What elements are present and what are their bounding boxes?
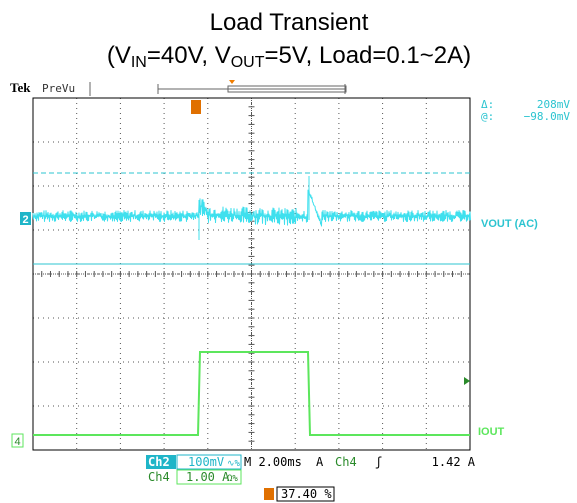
- ch4-status: Ch4: [148, 470, 170, 484]
- ch2-trace: [32, 189, 471, 227]
- record-window: [227, 85, 347, 93]
- title: Load Transient: [210, 9, 369, 36]
- ch2-status: Ch2: [148, 455, 170, 469]
- trigger-level-marker: [464, 377, 470, 385]
- ch4-marker-bg: [11, 433, 24, 448]
- subtitle-sub: IN: [131, 54, 147, 71]
- trigger-channel: Ch4: [335, 455, 357, 469]
- graticule: [32, 97, 470, 450]
- position-icon: [264, 488, 274, 500]
- trigger-pos-marker: [229, 80, 235, 84]
- ch4-scale-box: [176, 469, 242, 485]
- delta-value: 208mV: [537, 98, 570, 111]
- brand: Tek: [10, 80, 31, 95]
- ch2-waveform: [32, 176, 471, 240]
- trigger-slope: ʃ: [375, 455, 382, 469]
- trigger-marker: [191, 100, 201, 114]
- graticule-border: [32, 97, 471, 451]
- ch2-coupling: ∿%: [227, 459, 241, 469]
- ch4-scale: 1.00 A: [186, 470, 230, 484]
- ch4-coupling: Ω%: [227, 474, 238, 484]
- ch2-badge: [146, 455, 176, 469]
- subtitle: (VIN=40V, VOUT=5V, Load=0.1~2A): [107, 42, 471, 71]
- mode: PreVu: [42, 82, 75, 95]
- subtitle-part: =40V, V: [147, 42, 231, 69]
- ch2-scale-box: [176, 454, 242, 470]
- subtitle-part: =5V, Load=0.1~2A): [265, 42, 472, 69]
- ch2-marker-bg: [20, 212, 31, 225]
- ch2-label: VOUT (AC): [481, 218, 538, 230]
- ch2-marker: 2: [22, 214, 28, 226]
- delta-label: Δ:: [481, 98, 494, 111]
- ch4-waveform: [33, 351, 470, 436]
- trigger-level: 1.42 A: [432, 455, 476, 469]
- ch4-marker: 4: [14, 436, 20, 448]
- timebase: M 2.00ms: [244, 455, 302, 469]
- ch2-scale: 100mV: [188, 455, 224, 469]
- position: 37.40 %: [281, 487, 332, 501]
- trigger-mode: A: [316, 455, 324, 469]
- position-box: [276, 486, 335, 502]
- ch4-label: IOUT: [478, 426, 505, 438]
- subtitle-part: (V: [107, 42, 131, 69]
- subtitle-sub: OUT: [231, 54, 265, 71]
- at-value: −98.0mV: [524, 110, 571, 123]
- at-label: @:: [481, 110, 494, 123]
